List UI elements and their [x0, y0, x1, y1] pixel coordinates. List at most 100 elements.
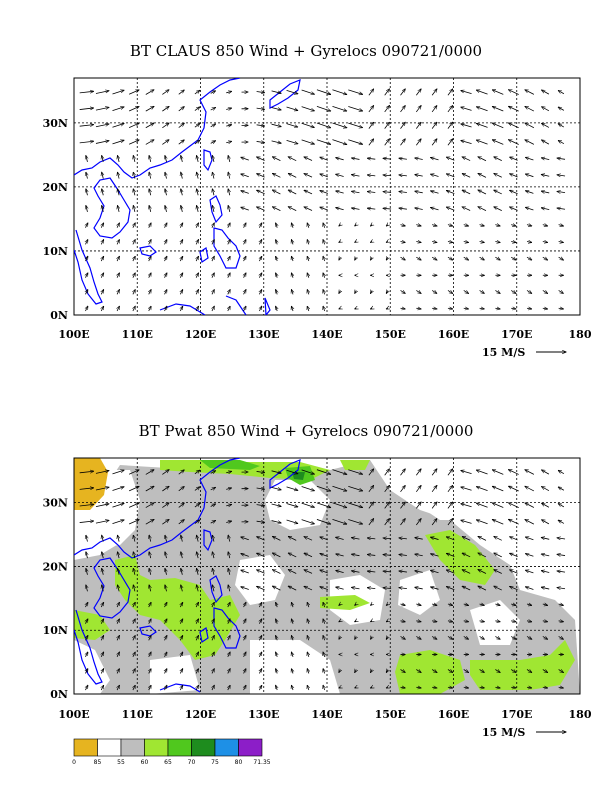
wind-vector [370, 241, 372, 242]
wind-vector [112, 107, 124, 111]
wind-vector [162, 90, 169, 95]
wind-vector [400, 469, 406, 476]
wind-vector [431, 670, 437, 673]
y-tick-label: 10N [43, 245, 68, 258]
wind-vector [286, 89, 298, 93]
wind-vector [291, 619, 293, 624]
x-tick-label: 150E [375, 328, 406, 341]
wind-vector [162, 140, 169, 145]
wind-vector [304, 570, 313, 574]
wind-vector [307, 619, 309, 624]
y-tick-label: 20N [43, 181, 68, 194]
wind-vector [145, 123, 154, 129]
wind-vector [194, 503, 200, 508]
wind-vector [383, 158, 392, 159]
wind-vector [339, 604, 341, 605]
wind-vector [316, 469, 331, 475]
wind-vector [259, 685, 261, 691]
wind-vector [117, 306, 119, 312]
wind-vector [304, 537, 313, 541]
wind-vector [85, 635, 87, 641]
wind-vector [508, 503, 519, 508]
wind-vector [461, 91, 472, 95]
wind-vector [194, 487, 200, 491]
wind-vector [557, 538, 566, 539]
wind-vector [101, 256, 103, 262]
wind-vector [323, 306, 325, 312]
colorbar-label: 65 [164, 759, 172, 766]
wind-vector [416, 621, 421, 622]
wind-vector [197, 172, 199, 179]
wind-vector [307, 290, 309, 295]
wind-vector [307, 652, 309, 657]
wind-vector [339, 636, 341, 639]
wind-vector [228, 205, 230, 212]
wind-vector [149, 240, 151, 245]
wind-vector [79, 125, 94, 127]
wind-vector [291, 635, 293, 641]
wind-vector [368, 106, 374, 113]
wind-vector [149, 652, 151, 658]
wind-vector [117, 652, 119, 658]
wind-vector [336, 158, 344, 160]
wind-vector [301, 486, 315, 490]
wind-vector [339, 687, 341, 688]
wind-vector [149, 669, 151, 674]
wind-vector [145, 470, 154, 475]
wind-vector [386, 290, 388, 293]
colorbar-label: 70 [188, 759, 196, 766]
wind-vector [79, 471, 94, 473]
wind-vector [226, 488, 231, 489]
wind-vector [431, 554, 439, 556]
wind-vector [79, 488, 94, 490]
wind-vector [463, 241, 469, 242]
wind-vector [415, 175, 423, 177]
pwat-white-region [398, 570, 440, 615]
wind-vector [259, 635, 261, 641]
wind-vector [386, 636, 388, 639]
wind-vector [316, 89, 331, 95]
wind-vector [180, 685, 182, 691]
wind-vector [86, 156, 88, 163]
wind-vector [510, 670, 516, 673]
colorbar-swatch [144, 738, 169, 757]
wind-vector [79, 504, 94, 506]
wind-vector [117, 205, 119, 212]
wind-vector [510, 207, 518, 211]
wind-vector [180, 290, 182, 295]
wind-vector [307, 240, 309, 245]
wind-vector [400, 122, 406, 129]
wind-vector [323, 273, 325, 278]
wind-vector [431, 158, 439, 160]
wind-vector [316, 122, 331, 128]
wind-vector [197, 189, 199, 196]
wind-vector [133, 306, 135, 312]
pwat-lime-region [395, 650, 465, 694]
wind-vector [386, 604, 388, 605]
wind-vector [370, 225, 372, 226]
wind-vector [133, 535, 135, 542]
wind-vector [194, 90, 200, 95]
wind-vector [432, 308, 437, 309]
wind-vector [95, 124, 109, 128]
wind-vector [399, 208, 407, 209]
wind-vector [276, 635, 278, 641]
wind-vector [495, 290, 500, 293]
colorbar-swatch [97, 738, 122, 757]
wind-vector [149, 619, 151, 624]
wind-vector [101, 619, 103, 624]
wind-vector [558, 504, 565, 508]
wind-vector [348, 89, 362, 95]
wind-vector [291, 223, 293, 228]
wind-vector [117, 535, 119, 542]
x-tick-label: 130E [248, 708, 279, 721]
wind-vector [368, 469, 374, 476]
wind-vector [323, 635, 325, 641]
wind-vector [149, 585, 151, 592]
wind-vector [128, 123, 139, 128]
panel2-title: BT Pwat 850 Wind + Gyrelocs 090721/0000 [138, 422, 474, 440]
wind-vector [117, 552, 119, 559]
wind-vector [320, 537, 328, 541]
wind-vector [525, 191, 534, 194]
wind-vector [95, 471, 109, 474]
